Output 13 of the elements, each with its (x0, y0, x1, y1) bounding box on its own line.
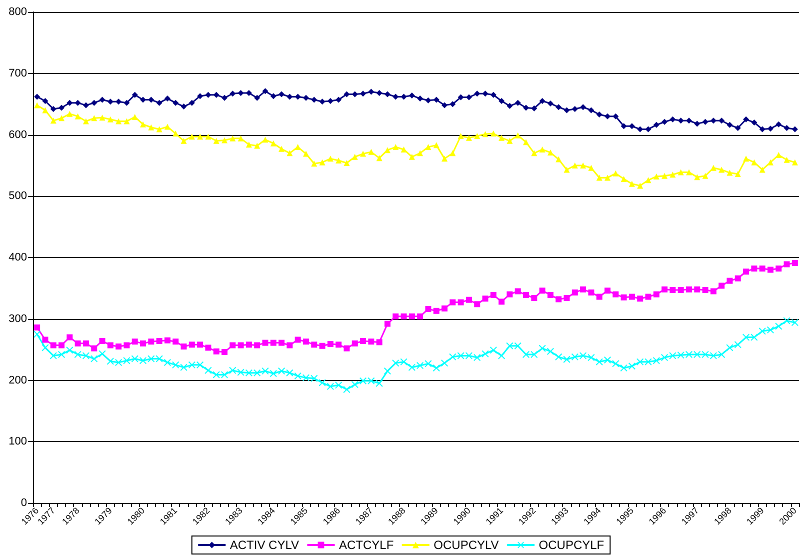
y-tick-label: 700 (8, 67, 27, 80)
y-tick-label: 100 (8, 436, 27, 448)
legend-label: ACTIV CYLV (230, 538, 300, 552)
y-tick-label: 800 (8, 6, 27, 18)
legend-label: OCUPCYLV (434, 538, 499, 552)
y-tick-label: 600 (8, 128, 27, 141)
y-tick-label: 500 (8, 190, 27, 202)
y-tick-label: 0 (20, 497, 27, 509)
legend-label: OCUPCYLF (538, 538, 604, 552)
legend-label: ACTCYLF (338, 538, 394, 552)
y-tick-label: 300 (8, 312, 27, 325)
y-tick-label: 400 (8, 252, 27, 264)
y-tick-label: 200 (8, 374, 27, 386)
